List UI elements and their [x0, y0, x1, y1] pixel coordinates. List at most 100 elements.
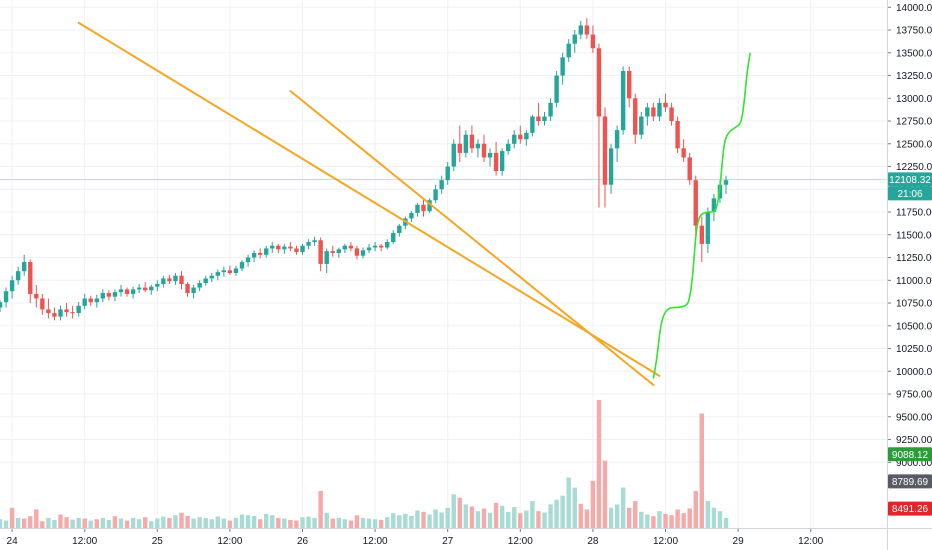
volume-bar [28, 516, 33, 528]
x-tick-label: 27 [442, 536, 454, 547]
volume-bar [173, 515, 178, 528]
volume-bar [378, 519, 384, 528]
candle-body [276, 245, 281, 250]
candle-body [82, 298, 87, 306]
volume-bar [155, 518, 160, 528]
candle-body [40, 298, 45, 310]
volume-bar [633, 501, 638, 528]
volume-bar [645, 514, 650, 528]
candle-body [687, 157, 692, 181]
candle-body [493, 152, 499, 172]
volume-bar [536, 511, 541, 528]
candle-body [409, 212, 414, 219]
volume-bar [608, 507, 614, 528]
candle-body [608, 148, 614, 185]
candle-body [324, 251, 329, 264]
x-tick-label: 24 [7, 536, 19, 547]
candle-body [518, 134, 523, 140]
candle-body [675, 121, 680, 149]
candle-body [451, 143, 456, 167]
volume-bar [548, 504, 553, 528]
level-badge-red-bg [888, 501, 932, 516]
candle-body [645, 107, 650, 117]
candle-body [294, 248, 299, 253]
candle-body [203, 278, 208, 284]
grid [0, 0, 887, 528]
candle-body [257, 252, 263, 255]
x-tick-label: 25 [152, 536, 164, 547]
volume-bar [578, 503, 583, 528]
level-badge-grey-bg [888, 474, 932, 489]
trendline[interactable] [77, 21, 661, 377]
candle-body [481, 143, 487, 158]
volume-bar [687, 508, 692, 528]
candle-body [342, 245, 348, 250]
candle-body [669, 107, 674, 122]
volume-bar [451, 494, 456, 528]
candle-body [524, 132, 529, 140]
candle-body [354, 248, 360, 256]
candle-body [554, 75, 559, 103]
candle-body [596, 48, 602, 117]
volume-bar [22, 518, 27, 528]
candle-body [0, 302, 3, 308]
countdown-badge-text: 21:06 [897, 189, 922, 200]
candle-body [15, 271, 21, 281]
y-tick-label: 14000.00 [896, 3, 932, 14]
candle-body [179, 275, 184, 284]
candle-body [46, 309, 51, 314]
volume-bar [197, 517, 202, 528]
volume-bar [270, 515, 275, 528]
volume-bar [264, 513, 269, 528]
volume-bar [493, 502, 499, 528]
volume-bar [227, 520, 233, 528]
projection-curve[interactable] [652, 52, 751, 379]
volume-bar [124, 520, 130, 528]
volume-bar [336, 517, 341, 528]
volume-bar [524, 510, 529, 528]
candle-body [372, 245, 378, 248]
y-tick-label: 9250.00 [896, 435, 932, 446]
trendlines[interactable] [77, 21, 661, 386]
volume-bar [70, 519, 75, 528]
x-tick-label: 12:00 [798, 536, 823, 547]
candle-body [360, 250, 366, 256]
price-badges: 12108.32 21:06 9088.12 8789.69 8491.26 [888, 172, 932, 516]
current-price-badge: 12108.32 [888, 172, 932, 187]
candle-body [633, 98, 638, 135]
candle-body [245, 257, 251, 263]
x-tick-label: 12:00 [363, 536, 388, 547]
x-tick-label: 29 [733, 536, 745, 547]
volume-bar [112, 516, 118, 528]
time-axis[interactable]: 24 12:00 25 12:00 26 12:00 27 12:00 28 12:00 29 12:… [0, 528, 932, 547]
candle-body [590, 34, 596, 49]
candle-body [378, 245, 384, 248]
candle-body [52, 313, 57, 317]
volume-bar [34, 509, 39, 528]
candle-body [499, 151, 505, 172]
trendline[interactable] [289, 90, 655, 386]
volume-bar [58, 514, 63, 528]
volume-bar [0, 519, 3, 528]
volume-bar [427, 514, 432, 528]
volume-bar [542, 512, 547, 528]
volume-bar [324, 512, 329, 528]
volume-bar [391, 513, 396, 528]
volume-bar [403, 513, 408, 528]
y-tick-label: 13500.00 [896, 48, 932, 59]
countdown-badge-bg [888, 186, 932, 201]
y-tick-label: 11750.00 [896, 208, 932, 219]
price-axis[interactable]: 14000.00 13750.00 13500.00 13250.00 13000.00… [887, 0, 932, 550]
candle-body [233, 268, 239, 274]
candle-body [391, 232, 396, 243]
candle-body [693, 180, 698, 226]
volume-bar [64, 517, 69, 528]
volume-bar [372, 519, 378, 528]
candle-body [149, 286, 154, 291]
volume-bar [52, 519, 57, 528]
volume-bar [620, 487, 626, 528]
y-tick-label: 11250.00 [896, 253, 932, 264]
y-tick-label: 10500.00 [896, 321, 932, 332]
candle-body [657, 102, 662, 117]
